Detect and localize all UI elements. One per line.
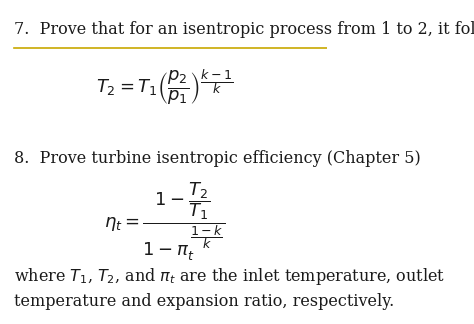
Text: 8.  Prove turbine isentropic efficiency (Chapter 5): 8. Prove turbine isentropic efficiency (… — [14, 150, 421, 168]
Text: $T_2 = T_1\left(\dfrac{p_2}{p_1}\right)^{\dfrac{k-1}{k}}$: $T_2 = T_1\left(\dfrac{p_2}{p_1}\right)^… — [96, 69, 233, 107]
Text: $\eta_t = \dfrac{1 - \dfrac{T_2}{T_1}}{1 - \pi_t^{\,\dfrac{1-k}{k}}}$: $\eta_t = \dfrac{1 - \dfrac{T_2}{T_1}}{1… — [103, 181, 225, 263]
Text: where $T_1$, $T_2$, and $\pi_t$ are the inlet temperature, outlet
temperature an: where $T_1$, $T_2$, and $\pi_t$ are the … — [14, 266, 446, 310]
Text: 7.  Prove that for an isentropic process from 1 to 2, it follows: 7. Prove that for an isentropic process … — [14, 21, 474, 38]
